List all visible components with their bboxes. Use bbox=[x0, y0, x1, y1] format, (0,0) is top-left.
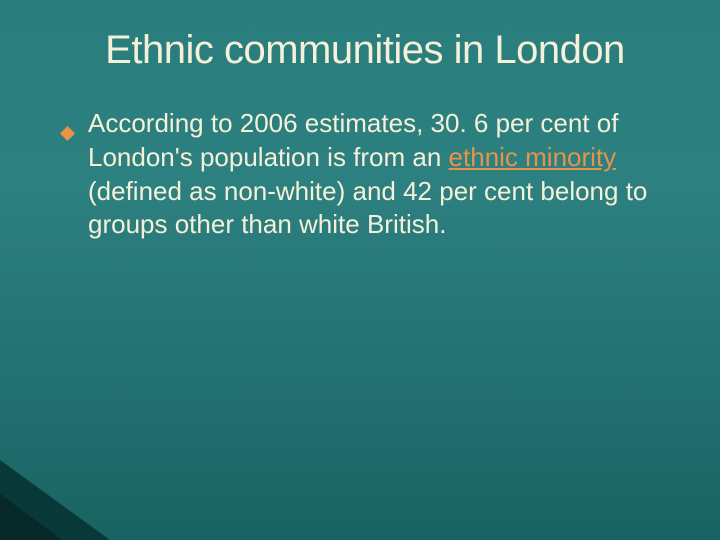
ethnic-minority-link[interactable]: ethnic minority bbox=[449, 142, 617, 172]
slide-body: According to 2006 estimates, 30. 6 per c… bbox=[60, 107, 670, 242]
corner-decoration-inner bbox=[0, 494, 62, 540]
body-text-after: (defined as non-white) and 42 per cent b… bbox=[88, 176, 647, 240]
diamond-bullet-icon bbox=[60, 116, 75, 131]
slide: Ethnic communities in London According t… bbox=[0, 0, 720, 540]
slide-title: Ethnic communities in London bbox=[60, 28, 670, 73]
